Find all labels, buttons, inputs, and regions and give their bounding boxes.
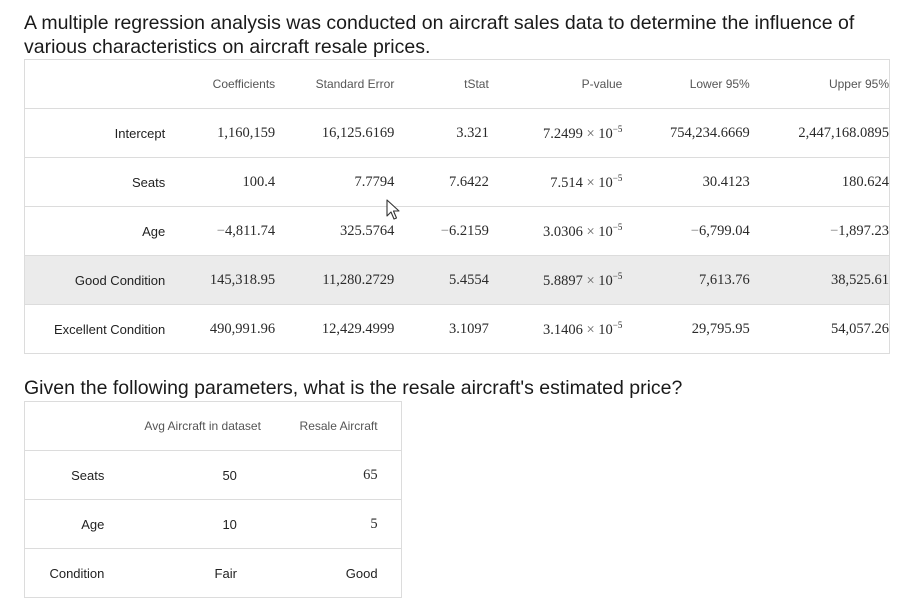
parameters-row-seats: Seats 50 65	[24, 450, 402, 500]
row-label: Condition	[49, 565, 105, 581]
tstat-cell: 7.6422	[448, 173, 489, 190]
avg-aircraft-cell: Fair	[214, 565, 237, 581]
regression-header-lower-95: Lower 95%	[689, 77, 750, 91]
p-value-cell: 5.8897 × 10−5	[542, 270, 623, 289]
regression-header-blank	[25, 60, 166, 109]
regression-header-tstat: tStat	[464, 77, 489, 91]
coefficient-cell: 100.4	[242, 173, 276, 190]
row-label: Excellent Condition	[53, 321, 166, 337]
avg-aircraft-cell: 10	[222, 516, 237, 532]
p-value-cell: 7.2499 × 10−5	[542, 123, 623, 142]
regression-header-row: Coefficients Standard Error tStat P-valu…	[25, 60, 890, 109]
upper-95-cell: 54,057.26	[831, 320, 889, 337]
p-value-cell: 3.0306 × 10−5	[542, 221, 623, 240]
regression-header-upper-95: Upper 95%	[828, 77, 889, 91]
regression-row-seats: Seats 100.4 7.7794 7.6422 7.514 × 10−5 3…	[24, 157, 890, 207]
lower-95-cell: −6,799.04	[690, 222, 750, 239]
parameters-table: Avg Aircraft in dataset Resale Aircraft …	[24, 401, 402, 598]
resale-aircraft-cell: 5	[370, 515, 378, 532]
parameters-row-age: Age 10 5	[24, 499, 402, 549]
row-label: Seats	[71, 467, 105, 483]
lower-95-cell: 29,795.95	[691, 320, 750, 337]
resale-aircraft-cell: Good	[345, 565, 378, 581]
standard-error-cell: 12,429.4999	[321, 320, 395, 337]
tstat-cell: 3.321	[456, 124, 489, 141]
mouse-pointer-icon	[386, 199, 400, 220]
upper-95-cell: 180.624	[841, 173, 889, 190]
upper-95-cell: 2,447,168.0895	[798, 124, 889, 141]
standard-error-cell: 11,280.2729	[322, 271, 395, 288]
row-label: Age	[81, 516, 105, 532]
regression-table: Coefficients Standard Error tStat P-valu…	[24, 59, 890, 354]
lower-95-cell: 754,234.6669	[669, 124, 750, 141]
regression-row-excellent-condition: Excellent Condition 490,991.96 12,429.49…	[24, 304, 890, 354]
row-label: Good Condition	[74, 272, 166, 288]
p-value-cell: 3.1406 × 10−5	[542, 319, 623, 338]
regression-row-age: Age −4,811.74 325.5764 −6.2159 3.0306 × …	[24, 206, 890, 256]
regression-header-coefficients: Coefficients	[212, 77, 276, 91]
parameters-header-row: Avg Aircraft in dataset Resale Aircraft	[25, 402, 402, 451]
upper-95-cell: 38,525.61	[831, 271, 889, 288]
coefficient-cell: 490,991.96	[209, 320, 276, 337]
regression-row-intercept: Intercept 1,160,159 16,125.6169 3.321 7.…	[24, 108, 890, 158]
upper-95-cell: −1,897.23	[830, 222, 889, 239]
coefficient-cell: −4,811.74	[216, 222, 276, 239]
parameters-header-avg-aircraft: Avg Aircraft in dataset	[144, 419, 261, 433]
resale-aircraft-cell: 65	[363, 466, 378, 483]
avg-aircraft-cell: 50	[222, 467, 237, 483]
parameters-header-resale-aircraft: Resale Aircraft	[299, 419, 378, 433]
standard-error-cell: 325.5764	[339, 222, 395, 239]
question-heading: Given the following parameters, what is …	[24, 377, 683, 399]
tstat-cell: 5.4554	[448, 271, 489, 288]
standard-error-cell: 16,125.6169	[321, 124, 395, 141]
p-value-cell: 7.514 × 10−5	[550, 172, 623, 191]
coefficient-cell: 145,318.95	[209, 271, 276, 288]
lower-95-cell: 30.4123	[702, 173, 750, 190]
row-label: Intercept	[114, 125, 166, 141]
parameters-header-blank	[25, 402, 105, 451]
regression-header-standard-error: Standard Error	[315, 77, 395, 91]
regression-header-p-value: P-value	[581, 77, 623, 91]
lower-95-cell: 7,613.76	[698, 271, 750, 288]
regression-row-good-condition: Good Condition 145,318.95 11,280.2729 5.…	[24, 255, 890, 305]
standard-error-cell: 7.7794	[354, 173, 395, 190]
row-label: Seats	[131, 174, 166, 190]
parameters-row-condition: Condition Fair Good	[24, 548, 402, 598]
tstat-cell: −6.2159	[440, 222, 489, 239]
coefficient-cell: 1,160,159	[217, 124, 276, 141]
row-label: Age	[142, 223, 166, 239]
tstat-cell: 3.1097	[448, 320, 489, 337]
page-heading: A multiple regression analysis was condu…	[24, 12, 855, 58]
